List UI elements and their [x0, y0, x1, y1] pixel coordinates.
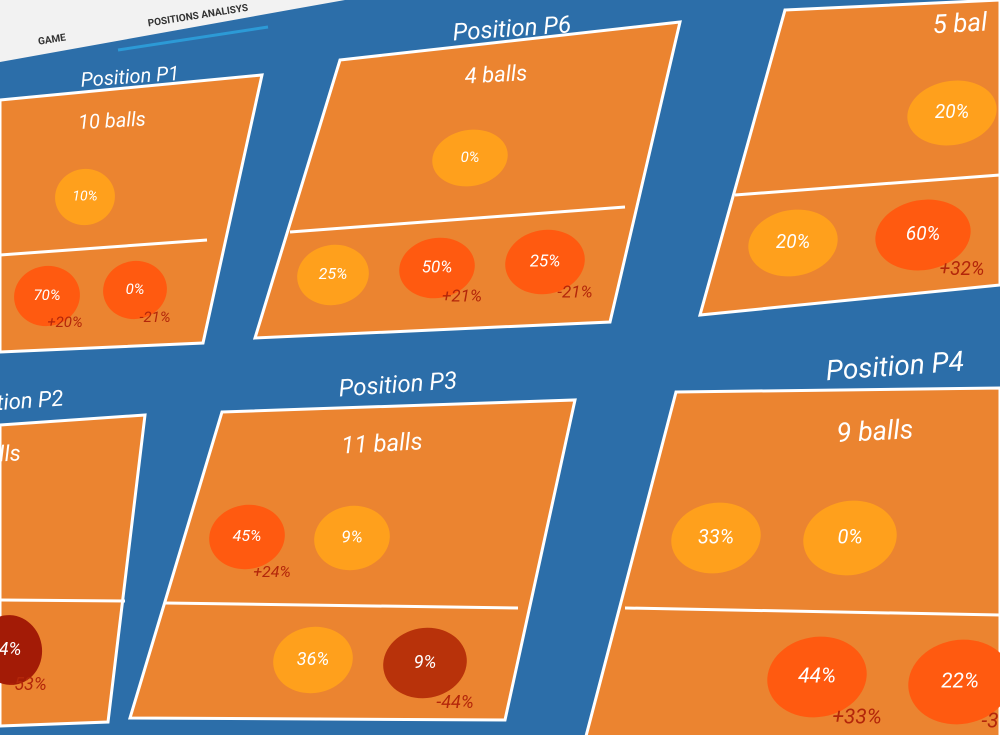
zone-circle — [0, 615, 43, 685]
zone-percent: 70% — [33, 286, 60, 304]
zone-percent: 10% — [72, 189, 97, 205]
ball-count: lls — [0, 441, 21, 467]
zone-percent: 33% — [698, 524, 734, 548]
zone-delta: +32% — [940, 257, 985, 280]
court-divider — [289, 205, 626, 234]
tab-label[interactable]: GAME — [37, 32, 67, 47]
zone-percent: 0% — [837, 524, 862, 548]
ball-count: 4 balls — [464, 61, 528, 89]
ball-count: 11 balls — [341, 427, 423, 459]
zone-percent: 45% — [233, 526, 262, 545]
zone-circle — [383, 627, 467, 699]
zone-circle — [803, 500, 897, 576]
court-divider — [624, 606, 1000, 617]
zone-percent: 25% — [319, 264, 348, 283]
zone-delta: -44% — [436, 692, 473, 713]
zone-circle — [297, 244, 369, 306]
zone-percent: 9% — [414, 652, 437, 673]
zone-percent: 4% — [0, 639, 21, 660]
zone-percent: 9% — [341, 527, 362, 547]
zone-delta: +21% — [442, 286, 482, 306]
zone-circle — [399, 237, 475, 299]
zone-delta: +24% — [253, 562, 291, 581]
zone-percent: 20% — [935, 100, 969, 123]
ball-count: 10 balls — [78, 107, 147, 135]
zone-circle — [273, 626, 353, 694]
zone-delta: -21% — [557, 282, 592, 302]
position-title: tion P2 — [0, 387, 64, 417]
zone-circle — [14, 265, 80, 327]
zone-percent: 44% — [798, 665, 836, 689]
zone-percent: 22% — [941, 670, 979, 694]
court-divider — [0, 238, 208, 257]
active-tab-indicator — [117, 25, 269, 52]
court-divider — [164, 601, 519, 610]
zone-circle — [505, 229, 585, 295]
zone-percent: 25% — [530, 251, 561, 271]
zone-circle — [671, 502, 761, 574]
zone-circle — [875, 199, 971, 271]
zone-circle — [908, 639, 1000, 725]
zone-percent: 20% — [776, 230, 810, 253]
zone-percent: 0% — [461, 148, 480, 166]
ball-count: 9 balls — [836, 413, 914, 449]
zone-delta: -3 — [981, 710, 998, 734]
court-divider — [734, 173, 1000, 197]
tab-bar — [0, 0, 345, 62]
zone-percent: 0% — [126, 280, 145, 298]
zone-delta: -21% — [139, 308, 170, 326]
zone-percent: 36% — [297, 649, 329, 670]
zone-delta: +33% — [832, 706, 881, 730]
zone-delta: +20% — [47, 313, 82, 331]
zone-circle — [432, 129, 508, 187]
zone-circle — [55, 168, 115, 226]
ball-count: 5 bal — [932, 7, 989, 40]
zone-circle — [748, 209, 838, 277]
zone-circle — [767, 636, 867, 718]
zone-circle — [907, 80, 997, 146]
zone-percent: 60% — [906, 222, 940, 245]
zone-circle — [314, 505, 390, 571]
court-divider — [0, 598, 126, 603]
court-panel — [584, 386, 1000, 735]
zone-percent: 50% — [422, 257, 453, 277]
zone-circle — [209, 504, 285, 570]
zone-circle — [103, 260, 167, 320]
zone-delta: -53% — [9, 674, 46, 695]
